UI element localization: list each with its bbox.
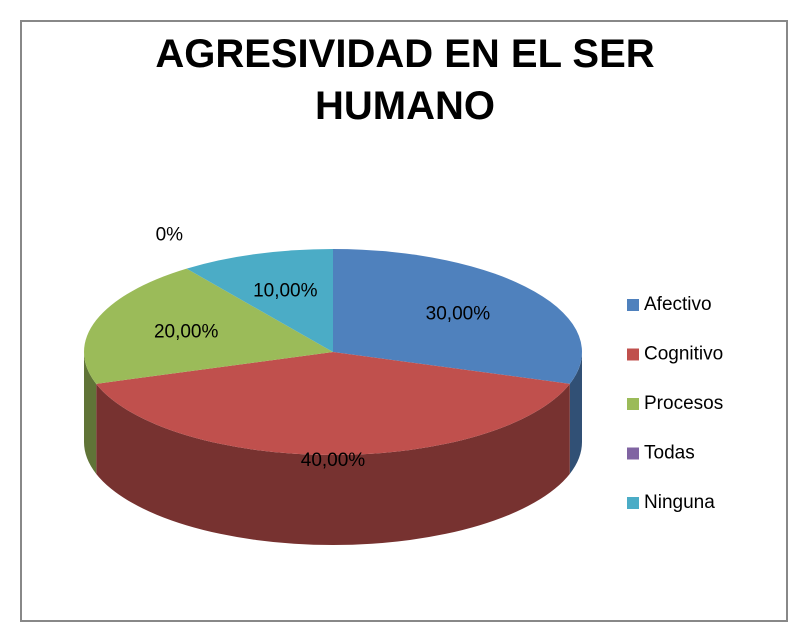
data-label: 20,00%: [154, 321, 219, 342]
legend-label: Todas: [644, 443, 695, 464]
legend-swatch: [627, 497, 639, 509]
data-label: 10,00%: [253, 280, 318, 301]
slice-side: [84, 352, 97, 474]
chart-title: AGRESIVIDAD EN EL SER HUMANO: [155, 32, 655, 128]
chart-frame: [20, 20, 788, 622]
data-label: 40,00%: [301, 450, 366, 471]
legend-label: Cognitivo: [644, 344, 723, 365]
legend-label: Afectivo: [644, 294, 712, 315]
legend-label: Procesos: [644, 393, 723, 414]
data-label: 0%: [156, 225, 184, 246]
slice-side: [569, 352, 582, 474]
slice: [84, 268, 333, 384]
legend-swatch: [627, 348, 639, 361]
legend-swatch: [627, 299, 639, 311]
slice-side: [96, 383, 570, 545]
legend-swatch: [627, 447, 639, 460]
legend-label: Ninguna: [644, 492, 715, 513]
slice: [186, 249, 333, 352]
slice: [333, 249, 582, 384]
slice: [96, 352, 570, 455]
legend-swatch: [627, 398, 639, 410]
data-label: 30,00%: [426, 303, 491, 324]
